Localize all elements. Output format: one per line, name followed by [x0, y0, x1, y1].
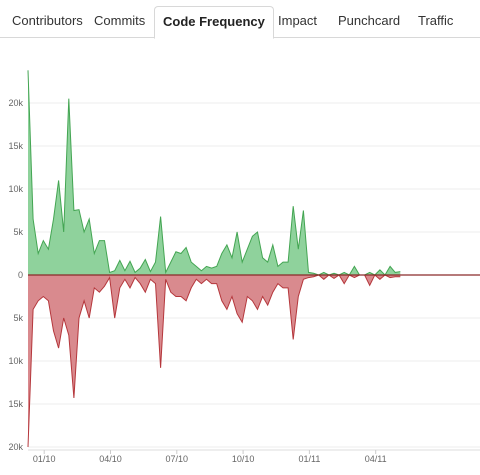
x-tick-label: 07/10 — [166, 454, 189, 464]
y-tick-label: 0 — [18, 270, 23, 280]
x-tick-label: 01/10 — [33, 454, 56, 464]
code-frequency-chart: 20k 15k 10k 5k 0 5k 10k 15k 20k 01/10 04/10 07/10 1… — [0, 38, 480, 475]
additions-area — [28, 70, 401, 275]
tab-contributors[interactable]: Contributors — [12, 13, 83, 28]
tab-impact[interactable]: Impact — [278, 13, 318, 28]
deletions-area — [28, 275, 401, 447]
code-frequency-svg: 20k 15k 10k 5k 0 5k 10k 15k 20k 01/10 04/10 07/10 1… — [8, 70, 480, 464]
y-axis-ticks: 20k 15k 10k 5k 0 5k 10k 15k 20k — [8, 98, 23, 452]
y-tick-label: 15k — [8, 141, 23, 151]
x-tick-label: 10/10 — [232, 454, 255, 464]
y-tick-label: 20k — [8, 442, 23, 452]
tab-code-frequency[interactable]: Code Frequency — [154, 6, 274, 39]
tab-punchcard[interactable]: Punchcard — [338, 13, 401, 28]
y-tick-label: 5k — [13, 227, 23, 237]
y-tick-label: 5k — [13, 313, 23, 323]
tab-commits[interactable]: Commits — [94, 13, 146, 28]
graphs-tab-bar: Contributors Commits Code Frequency Impa… — [0, 0, 480, 39]
areas — [27, 70, 480, 448]
y-tick-label: 10k — [8, 184, 23, 194]
y-tick-label: 15k — [8, 399, 23, 409]
y-tick-label: 10k — [8, 356, 23, 366]
y-tick-label: 20k — [8, 98, 23, 108]
x-tick-label: 04/11 — [365, 454, 387, 464]
x-tick-label: 04/10 — [99, 454, 122, 464]
x-tick-label: 01/11 — [298, 454, 320, 464]
tab-traffic[interactable]: Traffic — [418, 13, 454, 28]
x-axis-ticks: 01/10 04/10 07/10 10/10 01/11 04/11 — [28, 449, 480, 464]
